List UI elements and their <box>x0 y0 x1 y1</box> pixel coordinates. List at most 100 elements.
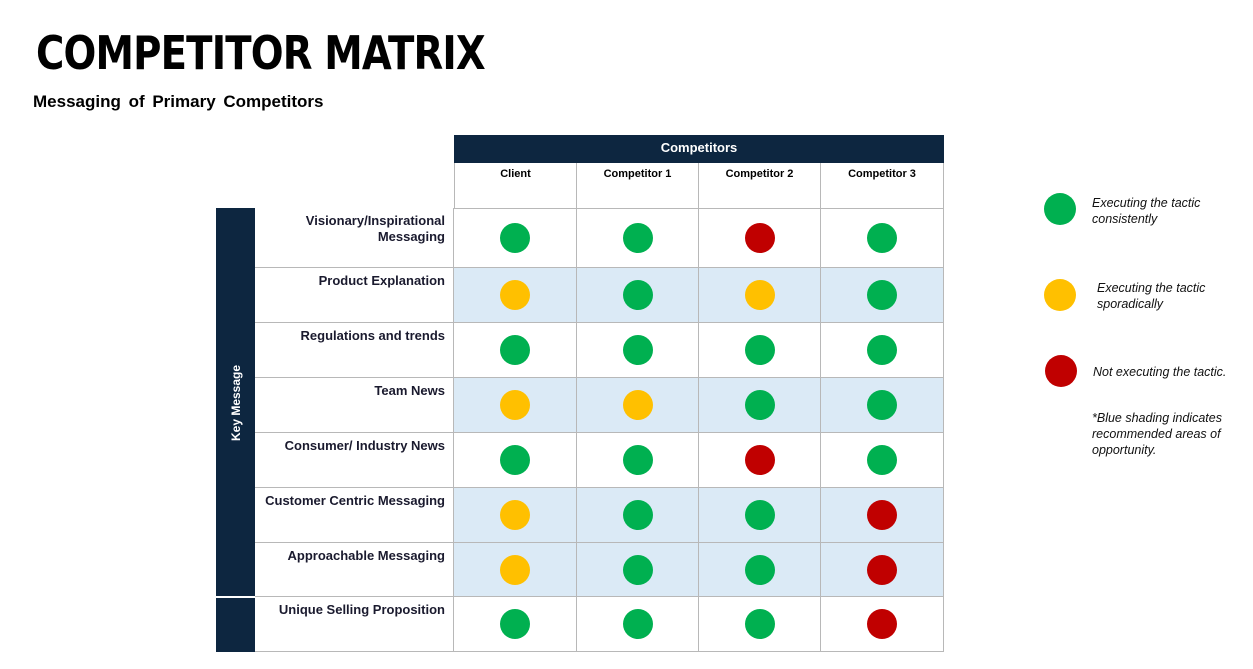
green-status-dot <box>867 222 897 253</box>
shading-note: *Blue shading indicates recommended area… <box>1092 411 1222 457</box>
row-label: Product Explanation <box>255 268 454 322</box>
row-label: Unique Selling Proposition <box>255 597 454 651</box>
red-status-dot <box>744 445 775 475</box>
column-header-competitor-3: Competitor 3 <box>821 163 944 208</box>
legend-green-text: Executing the tactic consistently <box>1092 196 1201 226</box>
rating-cell <box>699 378 821 432</box>
column-header-client: Client <box>454 163 577 208</box>
column-header-competitor-1: Competitor 1 <box>577 163 699 208</box>
rating-cell <box>577 323 699 377</box>
key-message-label: Key Message <box>229 364 243 442</box>
page-title: COMPETITOR MATRIX <box>36 26 486 80</box>
yellow-status-dot <box>744 280 775 310</box>
rating-cell <box>454 597 577 651</box>
green-status-dot <box>622 554 653 585</box>
legend-yellow-dot <box>1044 279 1076 311</box>
green-status-dot <box>622 500 653 530</box>
green-status-dot <box>867 335 897 365</box>
rating-cell <box>454 323 577 377</box>
red-status-dot <box>867 500 897 530</box>
row-label: Team News <box>255 378 454 432</box>
legend-red-dot <box>1045 355 1077 387</box>
rating-cell <box>699 433 821 487</box>
row-cells <box>454 378 944 432</box>
yellow-status-dot <box>500 500 530 530</box>
competitors-header: Competitors <box>454 135 944 163</box>
green-status-dot <box>500 335 530 365</box>
red-status-dot <box>867 609 897 639</box>
row-cells <box>454 488 944 542</box>
legend-green-dot <box>1044 193 1076 225</box>
row-label: Customer Centric Messaging <box>255 488 454 542</box>
green-status-dot <box>622 335 653 365</box>
green-status-dot <box>744 554 775 585</box>
table-row: Unique Selling Proposition <box>255 597 944 652</box>
row-cells <box>454 323 944 377</box>
rating-cell <box>699 597 821 651</box>
rating-cell <box>821 268 944 322</box>
green-status-dot <box>744 609 775 639</box>
row-label: Regulations and trends <box>255 323 454 377</box>
green-status-dot <box>744 500 775 530</box>
row-cells <box>454 597 944 651</box>
rating-cell <box>821 597 944 651</box>
rating-cell <box>699 268 821 322</box>
rating-cell <box>821 543 944 596</box>
rating-cell <box>699 488 821 542</box>
rating-cell <box>821 488 944 542</box>
yellow-status-dot <box>500 390 530 420</box>
table-row: Approachable Messaging <box>255 543 944 597</box>
green-status-dot <box>500 609 530 639</box>
rating-cell <box>577 378 699 432</box>
green-status-dot <box>744 390 775 420</box>
yellow-status-dot <box>500 280 530 310</box>
row-cells <box>454 543 944 596</box>
table-row: Product Explanation <box>255 268 944 323</box>
row-cells <box>454 208 944 267</box>
yellow-status-dot <box>500 554 530 585</box>
rating-cell <box>821 433 944 487</box>
rating-cell <box>699 208 821 267</box>
page-subtitle: Messaging of Primary Competitors <box>33 92 324 111</box>
row-cells <box>454 433 944 487</box>
matrix-top-border <box>255 208 944 209</box>
rating-cell <box>577 208 699 267</box>
row-label: Visionary/Inspirational Messaging <box>255 208 454 267</box>
rating-cell <box>454 488 577 542</box>
rating-cell <box>577 543 699 596</box>
table-row: Regulations and trends <box>255 323 944 378</box>
rating-cell <box>577 433 699 487</box>
rating-cell <box>454 378 577 432</box>
green-status-dot <box>500 222 530 253</box>
green-status-dot <box>867 445 897 475</box>
rating-cell <box>577 488 699 542</box>
table-row: Consumer/ Industry News <box>255 433 944 488</box>
rating-cell <box>699 543 821 596</box>
rating-cell <box>454 433 577 487</box>
green-status-dot <box>867 390 897 420</box>
legend-red-text: Not executing the tactic. <box>1093 365 1227 379</box>
row-cells <box>454 268 944 322</box>
green-status-dot <box>622 280 653 310</box>
green-status-dot <box>867 280 897 310</box>
green-status-dot <box>622 222 653 253</box>
green-status-dot <box>622 609 653 639</box>
rating-cell <box>577 268 699 322</box>
column-header-competitor-2: Competitor 2 <box>699 163 821 208</box>
red-status-dot <box>867 554 897 585</box>
rating-cell <box>699 323 821 377</box>
green-status-dot <box>622 445 653 475</box>
green-status-dot <box>744 335 775 365</box>
red-status-dot <box>744 222 775 253</box>
table-row: Customer Centric Messaging <box>255 488 944 543</box>
rating-cell <box>821 208 944 267</box>
rating-cell <box>454 208 577 267</box>
rating-cell <box>821 378 944 432</box>
row-label: Consumer/ Industry News <box>255 433 454 487</box>
row-label: Approachable Messaging <box>255 543 454 596</box>
table-row: Visionary/Inspirational Messaging <box>255 208 944 268</box>
rating-cell <box>577 597 699 651</box>
legend-yellow-text: Executing the tactic sporadically <box>1097 281 1206 311</box>
green-status-dot <box>500 445 530 475</box>
yellow-status-dot <box>622 390 653 420</box>
